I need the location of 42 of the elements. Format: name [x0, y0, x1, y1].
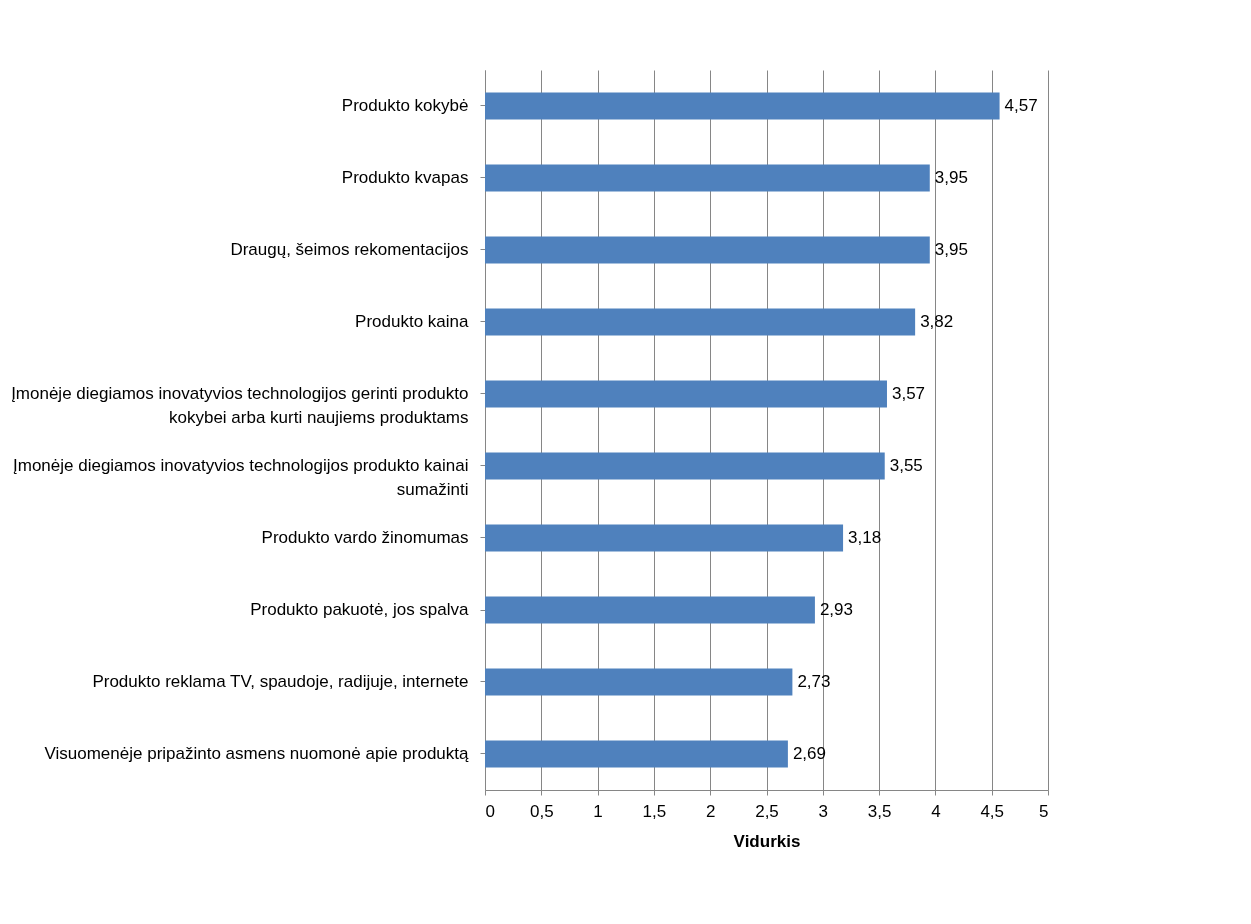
y-tick-label: Draugų, šeimos rekomentacijos — [230, 240, 469, 259]
y-tick-label: Visuomenėje pripažinto asmens nuomonė apie produktą — [44, 744, 470, 763]
data-label: 2,73 — [797, 672, 831, 691]
x-tick-label: 2 — [705, 801, 716, 821]
bar — [485, 452, 885, 480]
y-tick-label: Produkto kvapas — [341, 168, 469, 187]
y-tick-label: Įmonėje diegiamos inovatyvios technologijos gerinti produkto kokybei arba kurti naujiems produktams — [11, 384, 469, 427]
bar — [485, 668, 793, 696]
x-tick-label: 3 — [818, 801, 829, 821]
x-tick-label: 5 — [1039, 801, 1049, 821]
x-tick-label: 4 — [931, 801, 941, 821]
data-label: 3,57 — [891, 384, 926, 403]
data-label: 3,82 — [920, 312, 954, 331]
x-tick-label: 2,5 — [755, 801, 779, 821]
bar — [485, 524, 844, 552]
bar — [485, 164, 930, 192]
y-tick-label: Įmonėje diegiamos inovatyvios technologijos produkto kainai sumažinti — [13, 456, 469, 499]
data-label: 2,69 — [792, 744, 826, 763]
y-tick-label: Produkto vardo žinomumas — [261, 528, 469, 547]
data-label: 3,18 — [848, 528, 882, 547]
x-tick-label: 1,5 — [642, 801, 667, 821]
data-label: 3,95 — [934, 240, 968, 259]
x-tick-label: 3,5 — [867, 801, 892, 821]
bar — [485, 92, 1000, 120]
bar — [485, 740, 788, 768]
y-tick-label: Produkto kokybė — [341, 96, 469, 115]
x-tick-label: 1 — [593, 801, 603, 821]
y-tick-label: Produkto pakuotė, jos spalva — [250, 600, 470, 619]
bar — [485, 308, 916, 336]
data-label: 4,57 — [1004, 96, 1038, 115]
data-label: 3,55 — [889, 456, 923, 475]
y-tick-label: Produkto reklama TV, spaudoje, radijuje, internete — [92, 672, 469, 691]
y-tick-label: Produkto kaina — [355, 312, 470, 331]
bar — [485, 596, 815, 624]
data-label: 2,93 — [819, 600, 854, 619]
x-axis-title: Vidurkis — [733, 831, 801, 851]
bar — [485, 380, 887, 408]
bar — [485, 236, 930, 264]
x-tick-label: 4,5 — [980, 801, 1005, 821]
data-label: 3,95 — [934, 168, 968, 187]
x-tick-label: 0 — [485, 801, 495, 821]
x-tick-label: 0,5 — [529, 801, 554, 821]
